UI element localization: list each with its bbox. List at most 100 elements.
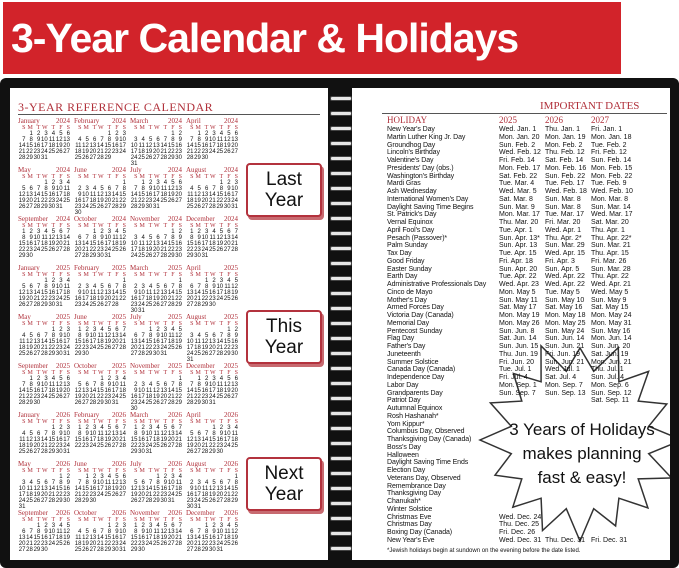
weekday-label: W: [42, 468, 48, 474]
day: 21: [201, 443, 209, 449]
day: 13: [111, 431, 119, 437]
day: 29: [130, 449, 138, 455]
holiday-name: Canada Day (Canada): [387, 366, 456, 374]
weekday-label: S: [134, 125, 138, 131]
callout-last-year: Last Year: [246, 163, 322, 217]
day: 19: [33, 492, 41, 498]
day: 20: [223, 241, 231, 247]
weekday-label: F: [59, 468, 63, 474]
holiday-date: Mon. Sep. 7: [545, 381, 583, 389]
holiday-date: Tue. Feb. 2: [591, 141, 627, 149]
weekday-label: W: [42, 174, 48, 180]
day: 8: [212, 431, 216, 437]
day: 20: [104, 296, 112, 302]
weekday-label: S: [78, 321, 82, 327]
day: 28: [167, 400, 175, 406]
weekday-label: T: [148, 125, 153, 131]
month-year: 2026: [168, 460, 182, 468]
weekday-label: W: [210, 272, 216, 278]
spiral-ring: [330, 426, 352, 431]
holiday-date: Mon. Mar. 8: [591, 195, 628, 203]
weekday-label: M: [195, 223, 201, 229]
month-january-2026: January 2026 S M T W T F S 1 2 3 4 5 6 7 8 9 10 11 12 13 14 15 1…: [18, 412, 70, 456]
day: 28: [167, 302, 175, 308]
day: 7: [22, 137, 26, 143]
day: 27: [231, 394, 238, 400]
day: 17: [130, 247, 138, 253]
day: 17: [145, 437, 153, 443]
weekday-label: S: [22, 321, 26, 327]
holiday-date: Sun. Mar. 21: [591, 242, 631, 250]
holiday-date: Thu. Apr. 22: [591, 273, 629, 281]
day: 16: [48, 290, 56, 296]
weekday-label: F: [227, 419, 231, 425]
holiday-date: Sun. Feb. 2: [499, 141, 536, 149]
month-name: February: [74, 411, 100, 419]
month-name: April: [186, 117, 201, 125]
day: 11: [48, 137, 56, 143]
weekday-label: F: [115, 517, 119, 523]
day: 1: [134, 523, 138, 529]
month-year: 2024: [56, 117, 70, 125]
day: 19: [201, 345, 209, 351]
spiral-ring: [330, 141, 352, 146]
day: 16: [186, 492, 194, 498]
day: 25: [89, 204, 97, 210]
day: 4: [212, 229, 216, 235]
month-name: January: [18, 264, 40, 272]
weekday-label: F: [227, 125, 231, 131]
day: 26: [145, 155, 153, 161]
day: 29: [167, 155, 175, 161]
day: 21: [82, 247, 89, 253]
holiday-name: New Year's Day: [387, 126, 435, 133]
spiral-ring: [330, 186, 352, 191]
day: 21: [111, 296, 119, 302]
holiday-name: Presidents' Day (obs.): [387, 164, 454, 172]
day: 13: [26, 192, 33, 198]
day: 25: [167, 345, 175, 351]
day: 24: [63, 443, 70, 449]
day: 18: [216, 388, 224, 394]
holiday-date: Sun. Apr. 5: [545, 265, 580, 273]
weekday-label: M: [83, 223, 89, 229]
weekday-label: W: [42, 272, 48, 278]
month-name: August: [186, 166, 207, 174]
day: 27: [41, 498, 48, 504]
day: 30: [231, 351, 238, 357]
holiday-date: Sun. Jun. 8: [499, 327, 535, 335]
day: 20: [74, 247, 82, 253]
day: 1: [44, 278, 48, 284]
day: 12: [26, 339, 33, 345]
day: 21: [33, 198, 41, 204]
header-2027: 2027: [591, 115, 609, 125]
day: 31: [63, 449, 70, 455]
day: 24: [167, 492, 175, 498]
day: 27: [104, 302, 112, 308]
day: 14: [89, 388, 97, 394]
weekday-label: M: [195, 174, 201, 180]
day: 24: [130, 155, 138, 161]
spiral-ring: [330, 216, 352, 221]
day: 11: [19, 339, 26, 345]
day: 29: [201, 547, 209, 553]
day: 2: [163, 474, 168, 480]
day: 13: [111, 333, 119, 339]
day: 3: [107, 229, 112, 235]
day: 13: [167, 431, 175, 437]
spiral-ring: [330, 516, 352, 521]
holiday-date: Mon. Feb. 16: [545, 164, 587, 172]
day: 31: [55, 302, 63, 308]
day: 9: [29, 235, 33, 241]
month-year: 2025: [168, 313, 182, 321]
holiday-name: Cinco de Mayo: [387, 288, 433, 296]
day: 21: [41, 443, 48, 449]
day: 10: [130, 241, 138, 247]
day: 14: [97, 143, 104, 149]
day: 31: [138, 308, 145, 314]
month-year: 2026: [224, 509, 238, 517]
weekday-label: T: [219, 517, 224, 523]
weekday-label: W: [210, 517, 216, 523]
day: 17: [194, 492, 201, 498]
weekday-label: S: [134, 517, 138, 523]
month-august-2026: August 2026 S M T W T F S 1 2 3 4 5 6 7 8 9 10 11 12 13 14 15 16…: [186, 461, 238, 511]
